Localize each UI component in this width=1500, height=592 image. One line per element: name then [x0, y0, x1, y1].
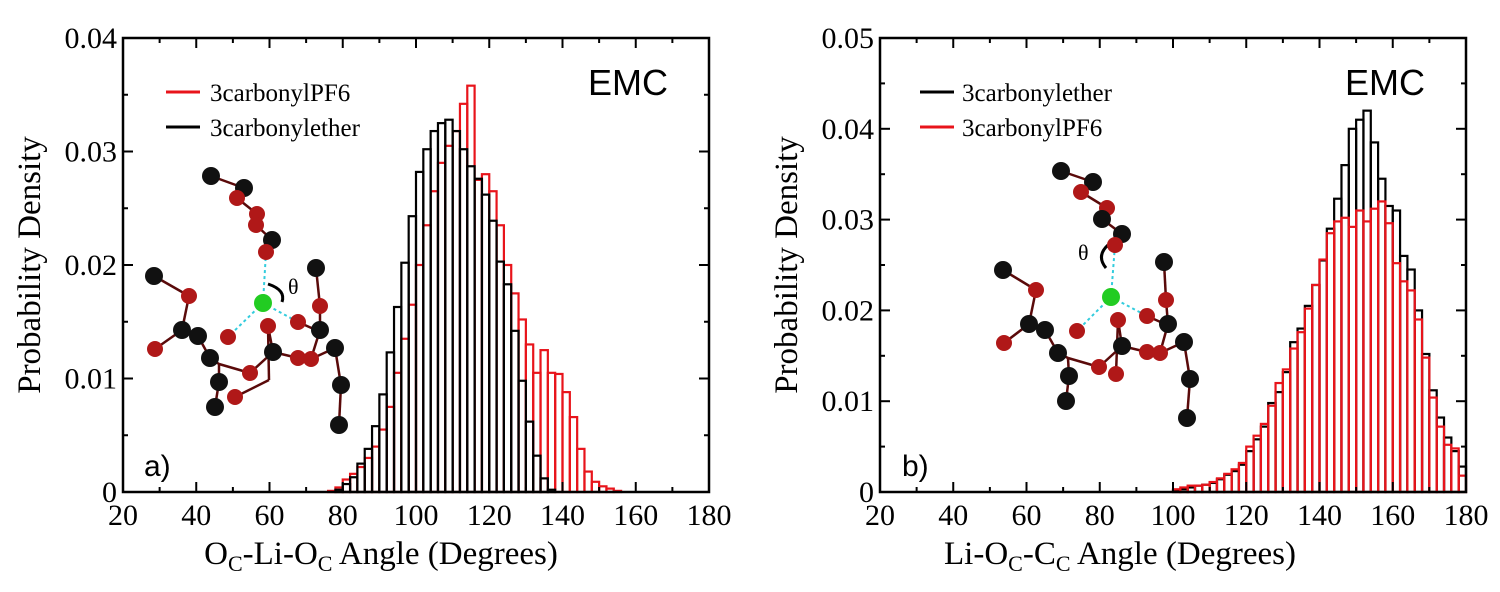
- bar-a-s1-126: [510, 329, 520, 494]
- panel-b: 20 40 60 80 100 120 140 160 180 0 0.01 0.02 0.03 0.04…: [769, 22, 1489, 576]
- x-tick-label-b-1: 40: [938, 499, 968, 532]
- x-tick-label-a-4: 100: [394, 499, 439, 532]
- x-axis-label-part-b-4: Angle (Degrees): [1071, 536, 1296, 572]
- x-tick-label-b-3: 80: [1085, 499, 1115, 532]
- molecule-inset-b: θ: [994, 162, 1199, 427]
- y-tick-label-b-0: 0: [859, 476, 874, 509]
- legend-a: 3carbonylPF6 3carbonylether: [166, 80, 361, 142]
- legend-label-a-0: 3carbonylPF6: [210, 80, 350, 107]
- y-axis-label-b: Probability Density: [769, 136, 805, 394]
- x-axis-label-part-a-4: Angle (Degrees): [332, 536, 557, 572]
- y-tick-label-a-2: 0.02: [65, 249, 118, 282]
- x-tick-label-b-6: 140: [1297, 499, 1342, 532]
- histogram-bars-a: [327, 84, 623, 494]
- tag-emc-b: EMC: [1345, 62, 1425, 103]
- theta-label-a: θ: [288, 274, 299, 299]
- y-tick-label-b-3: 0.03: [822, 204, 875, 237]
- y-tick-label-b-4: 0.04: [822, 113, 875, 146]
- lithium-atom-b: [1102, 288, 1120, 306]
- x-axis-label-part-a-3: C: [318, 551, 333, 576]
- tick-labels-b: 20 40 60 80 100 120 140 160 180 0 0.01 0.02 0.03 0.04…: [822, 22, 1489, 532]
- panel-label-a: a): [144, 450, 171, 483]
- x-axis-label-part-b-1: C: [1008, 551, 1023, 576]
- x-tick-label-a-0: 20: [108, 499, 138, 532]
- plot-frame-a: [121, 36, 711, 494]
- x-tick-label-b-5: 120: [1224, 499, 1269, 532]
- y-tick-label-b-5: 0.05: [822, 22, 875, 55]
- bar-b-s1-168: [1420, 356, 1431, 494]
- y-axis-label-a: Probability Density: [12, 136, 48, 394]
- x-tick-label-a-6: 140: [540, 499, 585, 532]
- legend-label-b-1: 3carbonylPF6: [962, 115, 1102, 142]
- bar-a-s1-108: [444, 118, 454, 494]
- y-tick-label-a-0: 0: [102, 476, 117, 509]
- x-tick-label-b-0: 20: [865, 499, 895, 532]
- panel-a: 20 40 60 80 100 120 140 160 180 0 0.01 0.02 0.03 0.04…: [12, 22, 732, 576]
- x-tick-label-b-4: 100: [1151, 499, 1196, 532]
- x-axis-label-part-b-3: C: [1056, 551, 1071, 576]
- x-axis-label-b: Li-OC-CC Angle (Degrees): [944, 536, 1296, 576]
- lithium-atom-a: [254, 294, 272, 312]
- x-axis-label-a: OC-Li-OC Angle (Degrees): [204, 536, 558, 576]
- x-axis-label-part-a-2: -Li-O: [243, 536, 318, 572]
- theta-label-b: θ: [1078, 240, 1089, 265]
- x-tick-label-b-8: 180: [1444, 499, 1489, 532]
- tag-emc-a: EMC: [588, 62, 668, 103]
- x-axis-label-part-a-0: O: [204, 536, 228, 572]
- tick-labels-a: 20 40 60 80 100 120 140 160 180 0 0.01 0.02 0.03 0.04: [65, 22, 732, 532]
- x-tick-label-a-7: 160: [613, 499, 658, 532]
- x-tick-label-a-5: 120: [467, 499, 512, 532]
- y-tick-label-b-1: 0.01: [822, 385, 875, 418]
- legend-label-b-0: 3carbonylether: [962, 80, 1113, 107]
- legend-label-a-1: 3carbonylether: [210, 115, 361, 142]
- x-tick-label-a-8: 180: [687, 499, 732, 532]
- x-axis-label-part-a-1: C: [228, 551, 243, 576]
- molecule-inset-a: θ: [145, 167, 350, 434]
- legend-b: 3carbonylether 3carbonylPF6: [920, 80, 1113, 142]
- panel-label-b: b): [902, 450, 929, 483]
- x-tick-label-a-2: 60: [255, 499, 285, 532]
- x-tick-label-a-3: 80: [328, 499, 358, 532]
- histogram-bars-b: [1171, 109, 1468, 494]
- y-tick-label-a-1: 0.01: [65, 363, 118, 396]
- plot-frame-b: [878, 36, 1468, 494]
- x-axis-label-part-b-0: Li-O: [944, 536, 1008, 572]
- y-tick-label-a-4: 0.04: [65, 22, 118, 55]
- x-tick-label-b-7: 160: [1370, 499, 1415, 532]
- x-axis-label-part-b-2: -C: [1023, 536, 1056, 572]
- x-tick-label-a-1: 40: [181, 499, 211, 532]
- y-tick-label-b-2: 0.02: [822, 294, 875, 327]
- y-tick-label-a-3: 0.03: [65, 136, 118, 169]
- x-tick-label-b-2: 60: [1012, 499, 1042, 532]
